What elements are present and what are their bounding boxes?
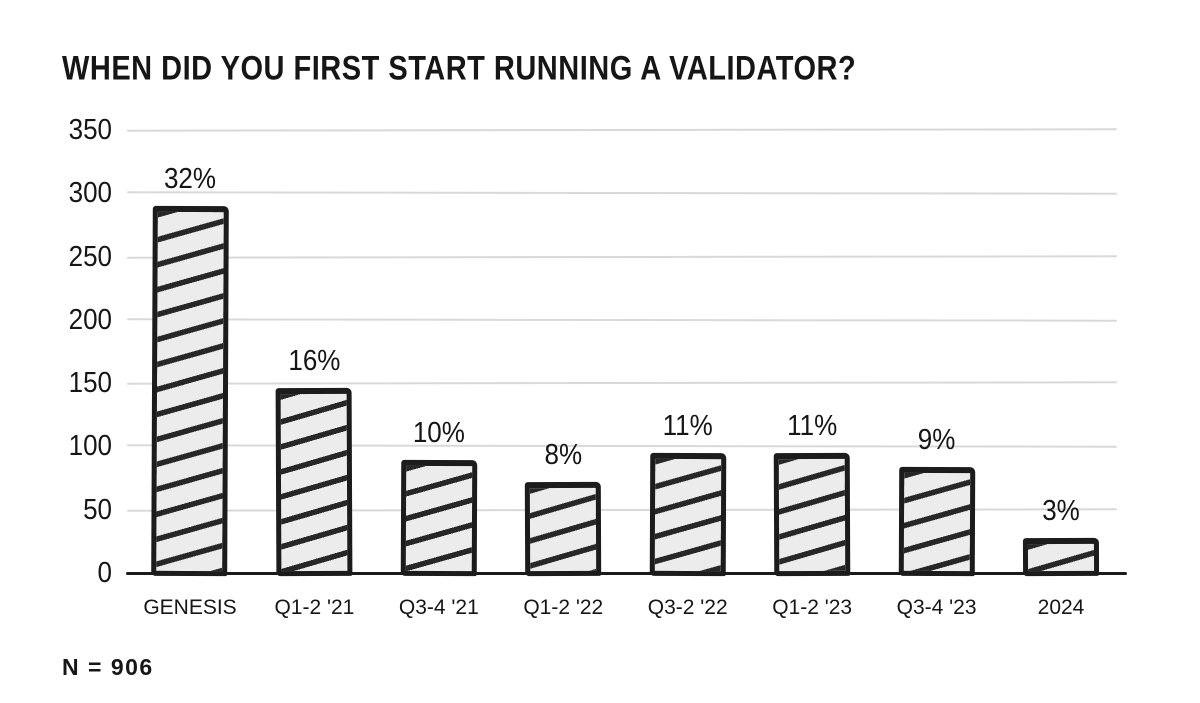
y-tick-label: 150 <box>68 365 112 399</box>
bar <box>276 388 353 577</box>
y-tick-label: 250 <box>68 238 112 273</box>
bar-value-label: 11% <box>787 407 838 442</box>
x-tick-label: Q3-2 '22 <box>647 596 728 619</box>
x-tick-label: GENESIS <box>143 596 237 619</box>
gridline <box>126 128 1118 132</box>
x-tick-label: Q1-2 '23 <box>772 596 853 619</box>
bar <box>773 452 851 577</box>
y-tick-label: 350 <box>68 112 112 146</box>
bar-value-label: 8% <box>544 437 583 471</box>
gridline <box>126 318 1118 322</box>
bar-value-label: 16% <box>288 343 341 377</box>
x-tick-label: Q3-4 '21 <box>398 596 479 619</box>
y-tick-label: 200 <box>68 302 112 336</box>
bar-value-label: 11% <box>662 407 713 442</box>
bar <box>1022 537 1100 577</box>
x-tick-label: 2024 <box>1037 596 1085 619</box>
bar-value-label: 9% <box>917 421 956 456</box>
gridline <box>126 191 1118 195</box>
gridline <box>126 254 1118 259</box>
bar <box>649 452 726 577</box>
bar <box>151 205 229 577</box>
sample-size-note: N = 906 <box>62 654 154 680</box>
bar-value-label: 32% <box>163 161 217 195</box>
x-axis-line <box>126 572 1127 575</box>
bar <box>898 466 975 577</box>
x-tick-label: Q1-2 '21 <box>274 596 355 619</box>
gridline <box>126 381 1118 385</box>
y-tick-label: 0 <box>97 555 112 589</box>
y-tick-label: 100 <box>68 428 112 463</box>
chart-title: WHEN DID YOU FIRST START RUNNING A VALID… <box>62 50 857 88</box>
bar <box>525 481 602 577</box>
x-tick-label: Q1-2 '22 <box>523 596 604 619</box>
bar-value-label: 10% <box>412 415 465 450</box>
y-tick-label: 300 <box>68 175 112 210</box>
bar <box>400 460 478 577</box>
y-tick-label: 50 <box>83 491 112 526</box>
bar-value-label: 3% <box>1042 492 1080 527</box>
x-tick-label: Q3-4 '23 <box>896 596 977 619</box>
